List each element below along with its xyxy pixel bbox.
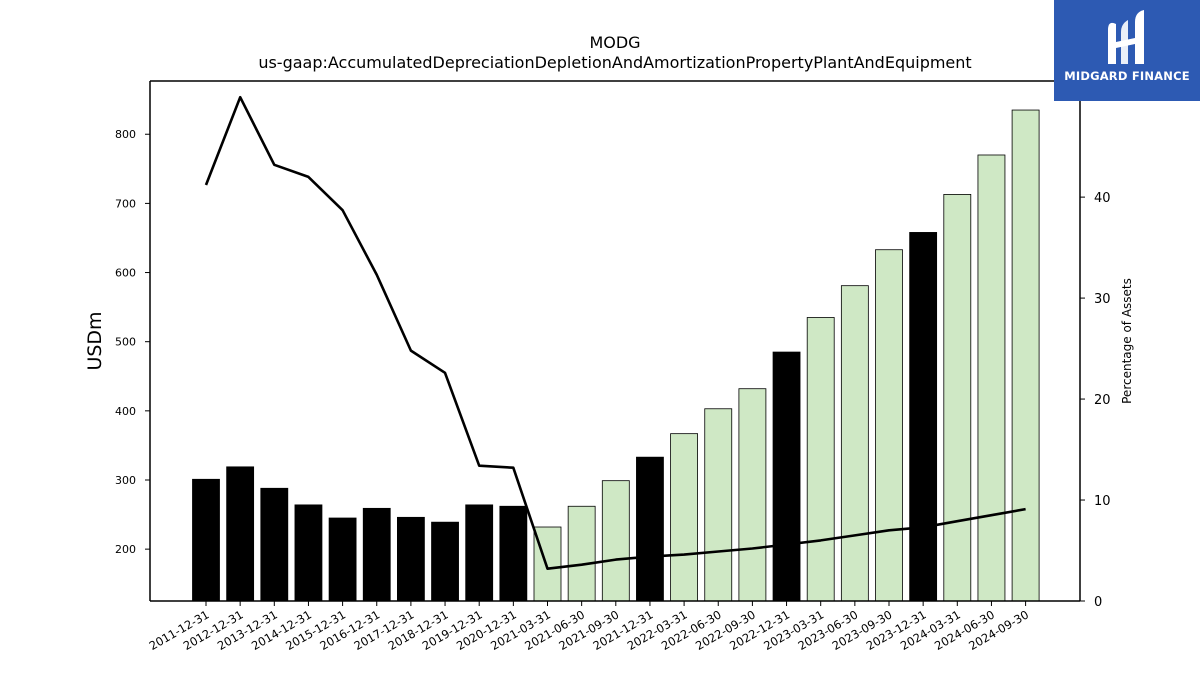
bar-2023-03-31 <box>806 317 835 602</box>
y-axis-label: USDm <box>84 311 106 370</box>
y2-tick-label: 0 <box>1094 595 1102 610</box>
y2-tick-label: 20 <box>1094 393 1111 408</box>
percentage-line-series <box>204 95 1026 571</box>
bar-2021-09-30 <box>601 480 630 602</box>
bar-2022-06-30 <box>704 408 733 602</box>
bar-2022-03-31 <box>670 433 698 602</box>
y-tick-label: 700 <box>115 197 136 210</box>
y-tick-label: 300 <box>115 474 136 487</box>
y2-tick-label: 30 <box>1094 292 1111 307</box>
y-tick-label: 200 <box>115 543 136 556</box>
bar-2020-12-31 <box>499 505 528 602</box>
bar-2022-12-31 <box>772 351 801 602</box>
chart-subtitle: us-gaap:AccumulatedDepreciationDepletion… <box>258 53 971 72</box>
y-tick-label: 800 <box>115 128 136 141</box>
bar-2014-12-31 <box>294 504 323 602</box>
y-tick-label: 600 <box>115 267 136 280</box>
bar-2024-03-31 <box>943 194 972 602</box>
bar-2015-12-31 <box>328 517 357 602</box>
logo-text: MIDGARD FINANCE <box>1064 69 1190 83</box>
y2-tick-label: 10 <box>1094 494 1111 509</box>
bar-2012-12-31 <box>226 466 255 602</box>
bar-series <box>192 109 1040 602</box>
chart-title: MODG <box>589 33 640 52</box>
y2-tick-label: 40 <box>1094 191 1111 206</box>
midgard-logo-icon <box>1108 10 1144 64</box>
percentage-line <box>204 95 1026 571</box>
bar-2024-06-30 <box>977 154 1006 602</box>
bar-2021-06-30 <box>567 505 596 602</box>
bar-2024-09-30 <box>1011 109 1040 602</box>
bar-2022-09-30 <box>738 388 767 602</box>
y-tick-label: 400 <box>115 405 136 418</box>
y-tick-label: 500 <box>115 336 136 349</box>
bar-2023-09-30 <box>875 249 903 602</box>
y2-axis-label: Percentage of Assets <box>1120 278 1134 404</box>
bar-2023-12-31 <box>909 232 938 602</box>
bar-2018-12-31 <box>431 521 459 602</box>
bar-2017-12-31 <box>396 516 425 602</box>
bar-2021-12-31 <box>636 456 664 602</box>
bar-2016-12-31 <box>362 507 391 602</box>
bar-2019-12-31 <box>465 504 494 602</box>
bar-2013-12-31 <box>260 487 289 602</box>
brand-logo: MIDGARD FINANCE <box>1054 0 1200 101</box>
bar-2023-06-30 <box>840 285 869 602</box>
bar-2011-12-31 <box>192 478 220 602</box>
